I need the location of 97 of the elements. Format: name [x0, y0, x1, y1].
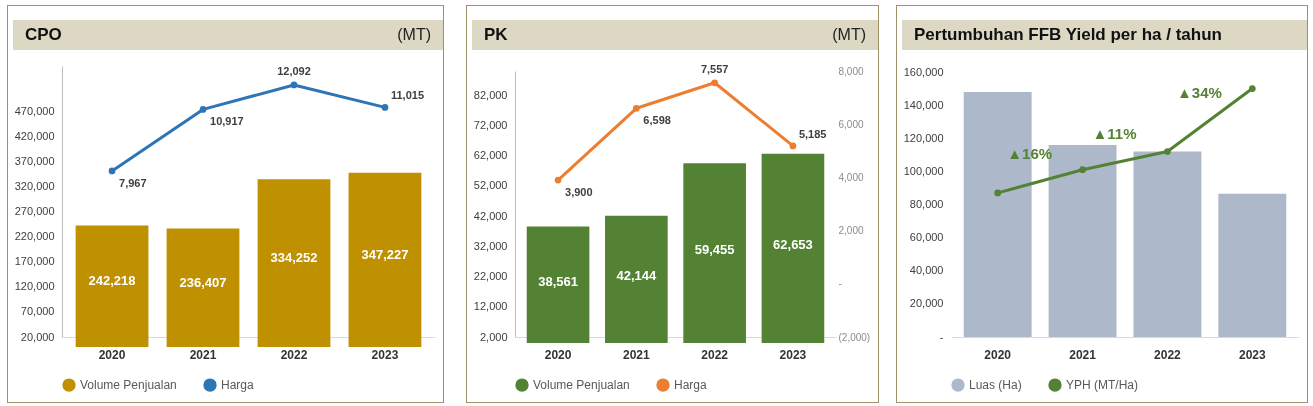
legend-label: Volume Penjualan — [533, 378, 630, 393]
y2-tick-label: 2,000 — [838, 225, 864, 237]
x-tick-label: 2020 — [544, 347, 572, 362]
y-tick-label: 420,000 — [14, 129, 55, 142]
bar — [1133, 151, 1202, 337]
legend-label: YPH (MT/Ha) — [1066, 378, 1138, 393]
chart-title: PK — [484, 25, 508, 45]
point — [633, 104, 640, 112]
point — [1079, 166, 1086, 174]
data-label: 59,455 — [694, 242, 735, 258]
bar — [348, 172, 422, 348]
y-tick-label: 220,000 — [14, 230, 55, 243]
y-tick-label: 100,000 — [903, 164, 944, 177]
bar — [257, 179, 331, 348]
y-tick-label: 140,000 — [903, 98, 944, 111]
y-tick-label: 370,000 — [14, 154, 55, 167]
point — [108, 167, 116, 175]
y-tick-label: 52,000 — [473, 179, 508, 192]
x-tick-label: 2021 — [1069, 347, 1097, 362]
x-tick-label: 2023 — [779, 347, 807, 362]
legend-label: Volume Penjualan — [80, 378, 177, 393]
point — [290, 81, 298, 89]
data-label: 42,144 — [616, 268, 657, 284]
y-tick-label: 22,000 — [473, 270, 508, 283]
y-tick-label: 2,000 — [479, 330, 508, 343]
chart-title: Pertumbuhan FFB Yield per ha / tahun — [914, 25, 1222, 45]
data-label: 7,967 — [119, 176, 147, 189]
y-tick-label: 82,000 — [473, 88, 508, 101]
y-tick-label: 32,000 — [473, 239, 508, 252]
legend-label: Harga — [221, 378, 255, 393]
x-tick-label: 2023 — [1238, 347, 1266, 362]
chart-title: CPO — [25, 25, 62, 45]
point — [711, 79, 718, 87]
y2-tick-label: 4,000 — [838, 171, 864, 183]
data-label: 347,227 — [361, 246, 409, 262]
y-tick-label: 120,000 — [14, 280, 55, 293]
annotation: ▲34% — [1176, 84, 1222, 102]
chart-subtitle: (MT) — [832, 26, 866, 44]
data-label: 62,653 — [773, 237, 813, 253]
bar — [683, 163, 746, 344]
bar — [75, 225, 149, 348]
y-tick-label: 80,000 — [909, 198, 944, 210]
y2-tick-label: 6,000 — [838, 118, 864, 130]
data-label: 7,557 — [700, 62, 729, 75]
bar — [1218, 193, 1287, 337]
point — [1164, 148, 1171, 155]
x-tick-label: 2021 — [623, 347, 651, 362]
bar — [166, 228, 240, 348]
annotation: ▲11% — [1092, 124, 1137, 142]
data-label: 11,015 — [390, 89, 425, 102]
x-tick-label: 2020 — [984, 347, 1012, 362]
y-tick-label: 320,000 — [14, 179, 55, 192]
data-label: 5,185 — [798, 127, 827, 140]
bar — [605, 215, 668, 344]
data-label: 236,407 — [179, 274, 227, 290]
y-tick-label: 12,000 — [473, 300, 508, 313]
y-tick-label: 70,000 — [20, 305, 55, 318]
chart-subtitle: (MT) — [397, 26, 431, 44]
data-label: 3,900 — [565, 186, 593, 199]
y-tick-label: 72,000 — [473, 118, 508, 131]
bar — [526, 226, 590, 344]
y-tick-label: 470,000 — [14, 104, 55, 117]
x-tick-label: 2021 — [189, 347, 217, 362]
bar — [761, 153, 825, 344]
legend-label: Harga — [674, 378, 708, 393]
data-label: 334,252 — [270, 250, 318, 266]
y-tick-label: 60,000 — [909, 231, 944, 244]
y-tick-label: 20,000 — [909, 297, 944, 310]
y-tick-label: 160,000 — [903, 65, 944, 78]
x-tick-label: 2023 — [371, 347, 399, 362]
x-tick-label: 2022 — [1154, 347, 1182, 362]
point — [381, 104, 389, 111]
x-tick-label: 2022 — [701, 347, 729, 362]
x-tick-label: 2020 — [98, 347, 126, 362]
point — [199, 106, 207, 113]
point — [554, 176, 562, 184]
y-tick-label: 40,000 — [909, 264, 944, 277]
point — [1248, 85, 1256, 92]
y-tick-label: 42,000 — [473, 209, 508, 222]
data-label: 6,598 — [643, 114, 671, 127]
y2-tick-label: (2,000) — [838, 331, 871, 343]
y2-tick-label: - — [838, 278, 842, 290]
y-tick-label: 170,000 — [14, 255, 55, 268]
y-tick-label: 270,000 — [14, 205, 55, 218]
data-label: 242,218 — [88, 273, 136, 289]
point — [789, 142, 797, 150]
y-tick-label: 62,000 — [473, 149, 508, 162]
y-tick-label: - — [939, 330, 944, 343]
x-tick-label: 2022 — [280, 347, 308, 362]
y-tick-label: 120,000 — [903, 131, 944, 144]
data-label: 38,561 — [538, 273, 578, 289]
legend-label: Luas (Ha) — [969, 378, 1022, 393]
point — [994, 189, 1002, 197]
y2-tick-label: 8,000 — [838, 65, 864, 77]
y-tick-label: 20,000 — [20, 330, 55, 343]
data-label: 12,092 — [277, 64, 311, 77]
data-label: 10,917 — [210, 115, 244, 128]
